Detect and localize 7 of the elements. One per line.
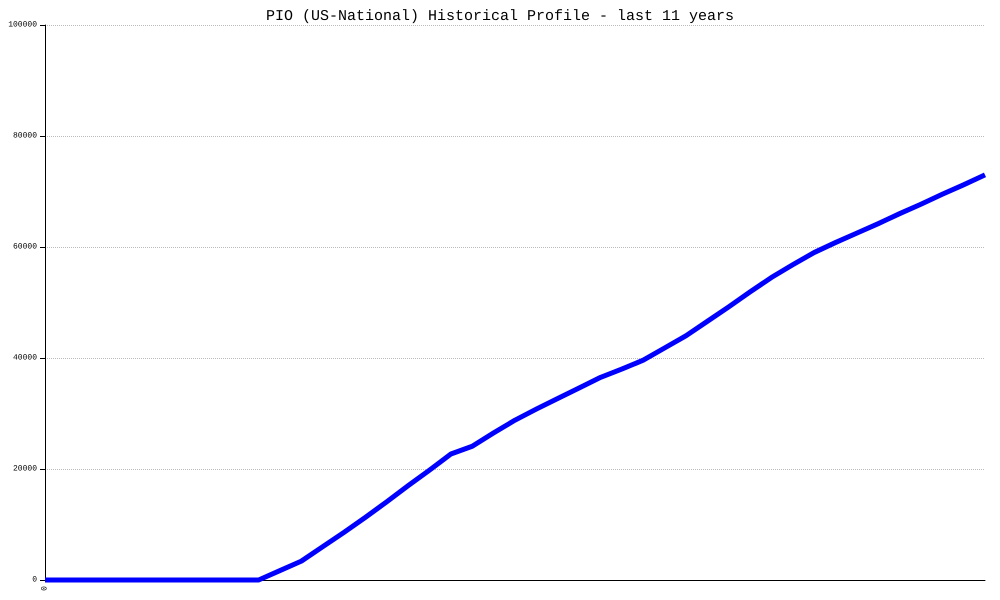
- y-tick-label: 80000: [12, 132, 38, 140]
- y-tick-label: 40000: [12, 354, 38, 362]
- y-tick-label: 60000: [12, 242, 38, 252]
- category-label: 0: [40, 586, 50, 591]
- y-tick-label: 20000: [12, 464, 38, 474]
- y-tick-label: 100000: [8, 20, 38, 30]
- chart-title: PIO (US-National) Historical Profile - last 11 years: [266, 8, 734, 25]
